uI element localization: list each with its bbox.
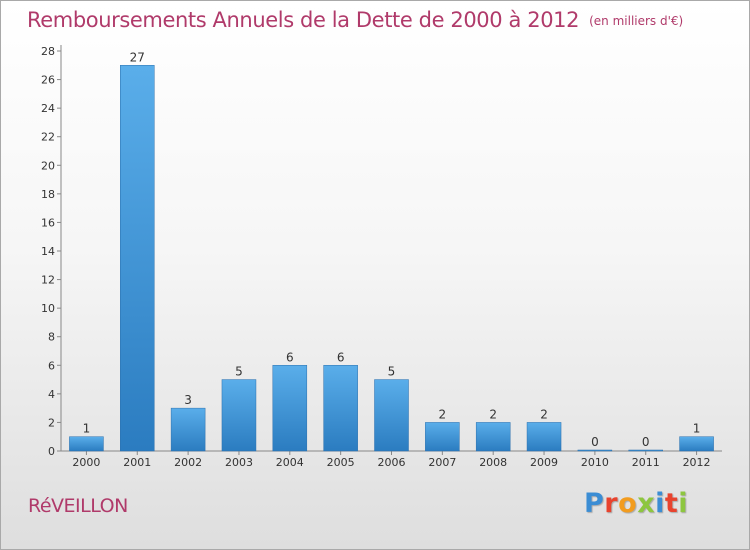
x-tick-label: 2006 <box>378 456 406 469</box>
bar <box>272 365 308 452</box>
bar <box>221 379 257 452</box>
y-tick-label: 26 <box>41 74 55 87</box>
y-tick-label: 6 <box>48 359 55 372</box>
data-label: 0 <box>642 435 650 449</box>
x-tick-label: 2008 <box>479 456 507 469</box>
bar <box>425 422 460 452</box>
x-tick-label: 2007 <box>428 456 456 469</box>
logo-letter: P <box>584 488 605 519</box>
bar <box>69 436 104 452</box>
y-tick-label: 10 <box>41 302 55 315</box>
data-label: 6 <box>337 350 345 364</box>
logo-letter: i <box>655 488 665 519</box>
y-tick-label: 14 <box>41 245 55 258</box>
chart-title: Remboursements Annuels de la Dette de 20… <box>27 8 580 32</box>
chart-header: Remboursements Annuels de la Dette de 20… <box>27 8 683 32</box>
y-tick-label: 22 <box>41 131 55 144</box>
x-tick-label: 2005 <box>327 456 355 469</box>
data-label: 5 <box>235 365 243 379</box>
y-tick-label: 28 <box>41 45 55 58</box>
x-tick-label: 2012 <box>683 456 711 469</box>
logo-letter: r <box>604 488 619 519</box>
proxiti-logo: Proxiti <box>584 488 688 519</box>
data-label: 6 <box>286 350 294 364</box>
chart-unit: (en milliers d'€) <box>589 14 684 28</box>
data-label: 2 <box>540 407 548 421</box>
x-tick-label: 2003 <box>225 456 253 469</box>
logo-letter: o <box>618 488 638 519</box>
data-label: 1 <box>83 422 91 436</box>
x-tick-label: 2010 <box>581 456 609 469</box>
bar <box>679 436 714 452</box>
y-tick-label: 12 <box>41 274 55 287</box>
bar <box>120 65 155 452</box>
data-label: 1 <box>693 422 701 436</box>
y-tick-label: 8 <box>48 331 55 344</box>
data-label: 0 <box>591 435 599 449</box>
y-tick-label: 2 <box>48 416 55 429</box>
bar <box>374 379 409 452</box>
y-tick-label: 0 <box>48 445 55 458</box>
data-label: 2 <box>439 407 447 421</box>
bar <box>526 422 562 452</box>
logo-letter: x <box>637 488 656 519</box>
y-tick-label: 24 <box>41 102 55 115</box>
x-tick-label: 2001 <box>123 456 151 469</box>
x-tick-label: 2009 <box>530 456 558 469</box>
bar <box>577 449 613 452</box>
y-tick-label: 18 <box>41 188 55 201</box>
logo-letter: t <box>664 488 679 519</box>
y-tick-label: 4 <box>48 388 55 401</box>
logo-letter: i <box>678 488 689 519</box>
bar <box>323 365 358 452</box>
commune-name: RéVEILLON <box>28 495 128 517</box>
data-label: 5 <box>388 365 396 379</box>
y-tick-label: 20 <box>41 159 55 172</box>
x-tick-label: 2002 <box>174 456 202 469</box>
bar <box>170 407 206 452</box>
data-label: 3 <box>184 393 192 407</box>
bar <box>475 422 511 452</box>
y-tick-label: 16 <box>41 216 55 229</box>
data-label: 2 <box>489 407 497 421</box>
data-label: 27 <box>130 50 145 64</box>
x-tick-label: 2011 <box>632 456 660 469</box>
bar <box>628 449 663 452</box>
x-tick-label: 2000 <box>72 456 100 469</box>
x-tick-label: 2004 <box>276 456 304 469</box>
